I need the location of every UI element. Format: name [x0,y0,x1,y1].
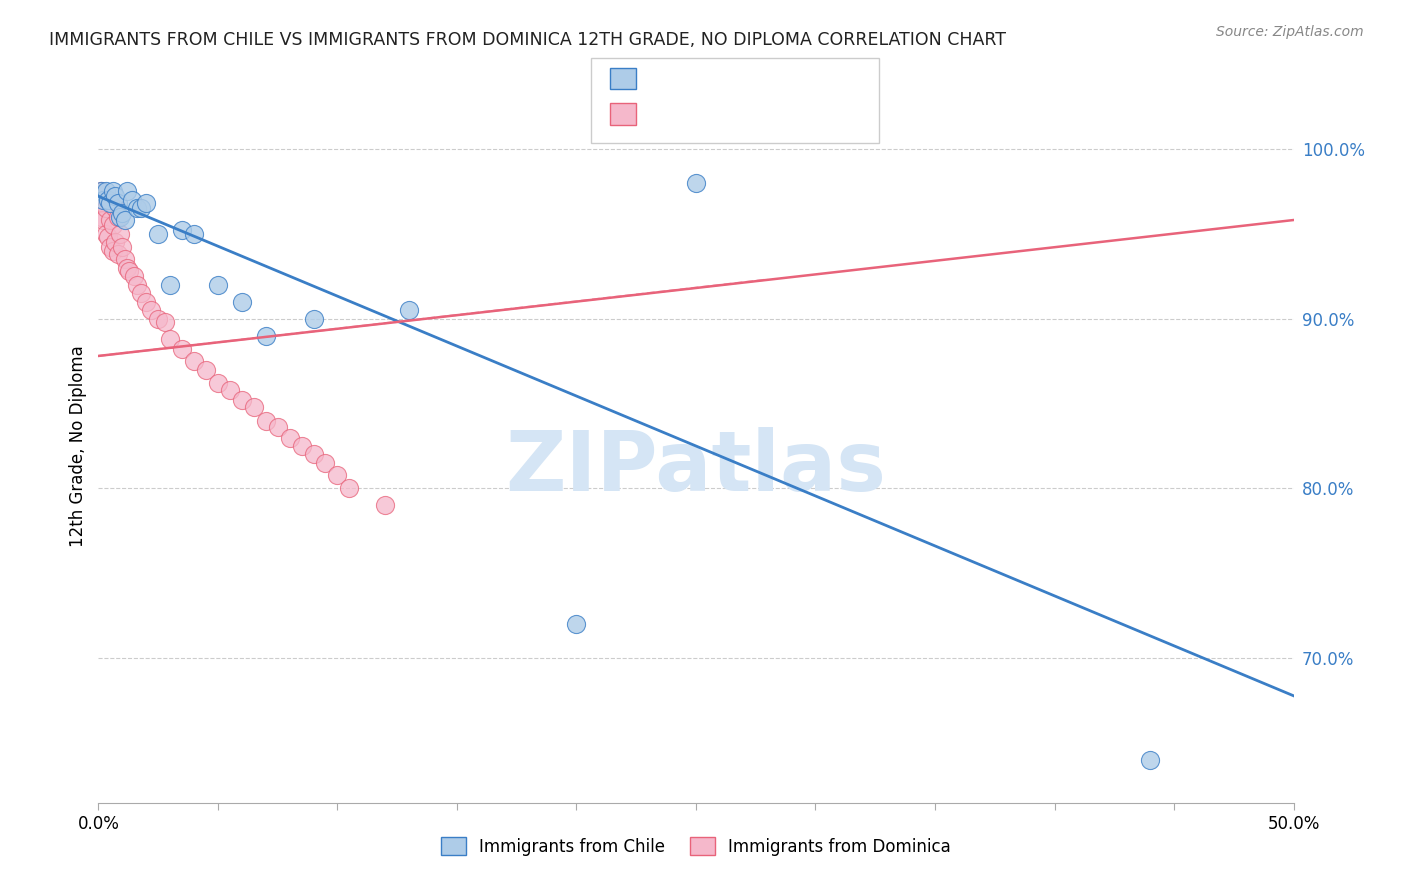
Point [148,227,170,241]
Point [111,206,134,220]
Point [115,184,138,198]
Text: IMMIGRANTS FROM CHILE VS IMMIGRANTS FROM DOMINICA 12TH GRADE, NO DIPLOMA CORRELA: IMMIGRANTS FROM CHILE VS IMMIGRANTS FROM… [49,31,1007,49]
Point [159,332,181,346]
Point [118,264,141,278]
Point [97,193,120,207]
Point [278,430,301,444]
Point [104,235,127,249]
Point [374,499,396,513]
Point [159,277,181,292]
Point [326,467,349,482]
Point [195,362,218,376]
Point [148,311,170,326]
Point [101,218,124,232]
Point [254,328,277,343]
Point [98,213,122,227]
Point [565,617,588,632]
Y-axis label: 12th Grade, No Diploma: 12th Grade, No Diploma [69,345,87,547]
Point [231,393,253,408]
Point [121,193,143,207]
Point [97,193,120,207]
Point [91,196,114,211]
Point [207,376,229,391]
Point [114,252,136,266]
Point [97,230,120,244]
Point [219,383,242,397]
Point [302,311,325,326]
Point [90,184,112,198]
Point [94,227,117,241]
Point [108,227,131,241]
Point [267,420,290,434]
Point [172,223,194,237]
Point [183,354,205,368]
Point [131,286,153,301]
Point [139,303,162,318]
Point [114,213,136,227]
Point [107,210,129,224]
Point [94,201,117,215]
Point [98,196,122,211]
Point [302,448,325,462]
Point [108,210,131,224]
Point [94,184,117,198]
Point [101,244,124,258]
Point [135,196,157,211]
Point [101,184,124,198]
Point [125,201,148,215]
Point [131,201,153,215]
Point [398,303,420,318]
Point [135,294,157,309]
Point [125,277,148,292]
Point [91,193,114,207]
Legend: Immigrants from Chile, Immigrants from Dominica: Immigrants from Chile, Immigrants from D… [434,830,957,863]
Point [115,260,138,275]
Point [124,269,146,284]
Point [207,277,229,292]
Point [685,176,707,190]
Point [91,213,114,227]
Point [90,210,112,224]
Text: R =  0.246   N = 45: R = 0.246 N = 45 [645,105,821,123]
Text: Source: ZipAtlas.com: Source: ZipAtlas.com [1216,25,1364,39]
Point [104,189,127,203]
Point [339,482,361,496]
Point [1139,753,1161,767]
Point [315,456,337,470]
Text: R = -0.551   N = 29: R = -0.551 N = 29 [645,70,823,87]
Point [155,315,177,329]
Point [231,294,253,309]
Point [107,247,129,261]
Text: ZIPatlas: ZIPatlas [506,427,886,508]
Point [291,439,314,453]
Point [98,240,122,254]
Point [111,240,134,254]
Point [243,400,266,414]
Point [183,227,205,241]
Point [107,196,129,211]
Point [254,413,277,427]
Point [104,201,127,215]
Point [90,184,112,198]
Point [172,342,194,356]
